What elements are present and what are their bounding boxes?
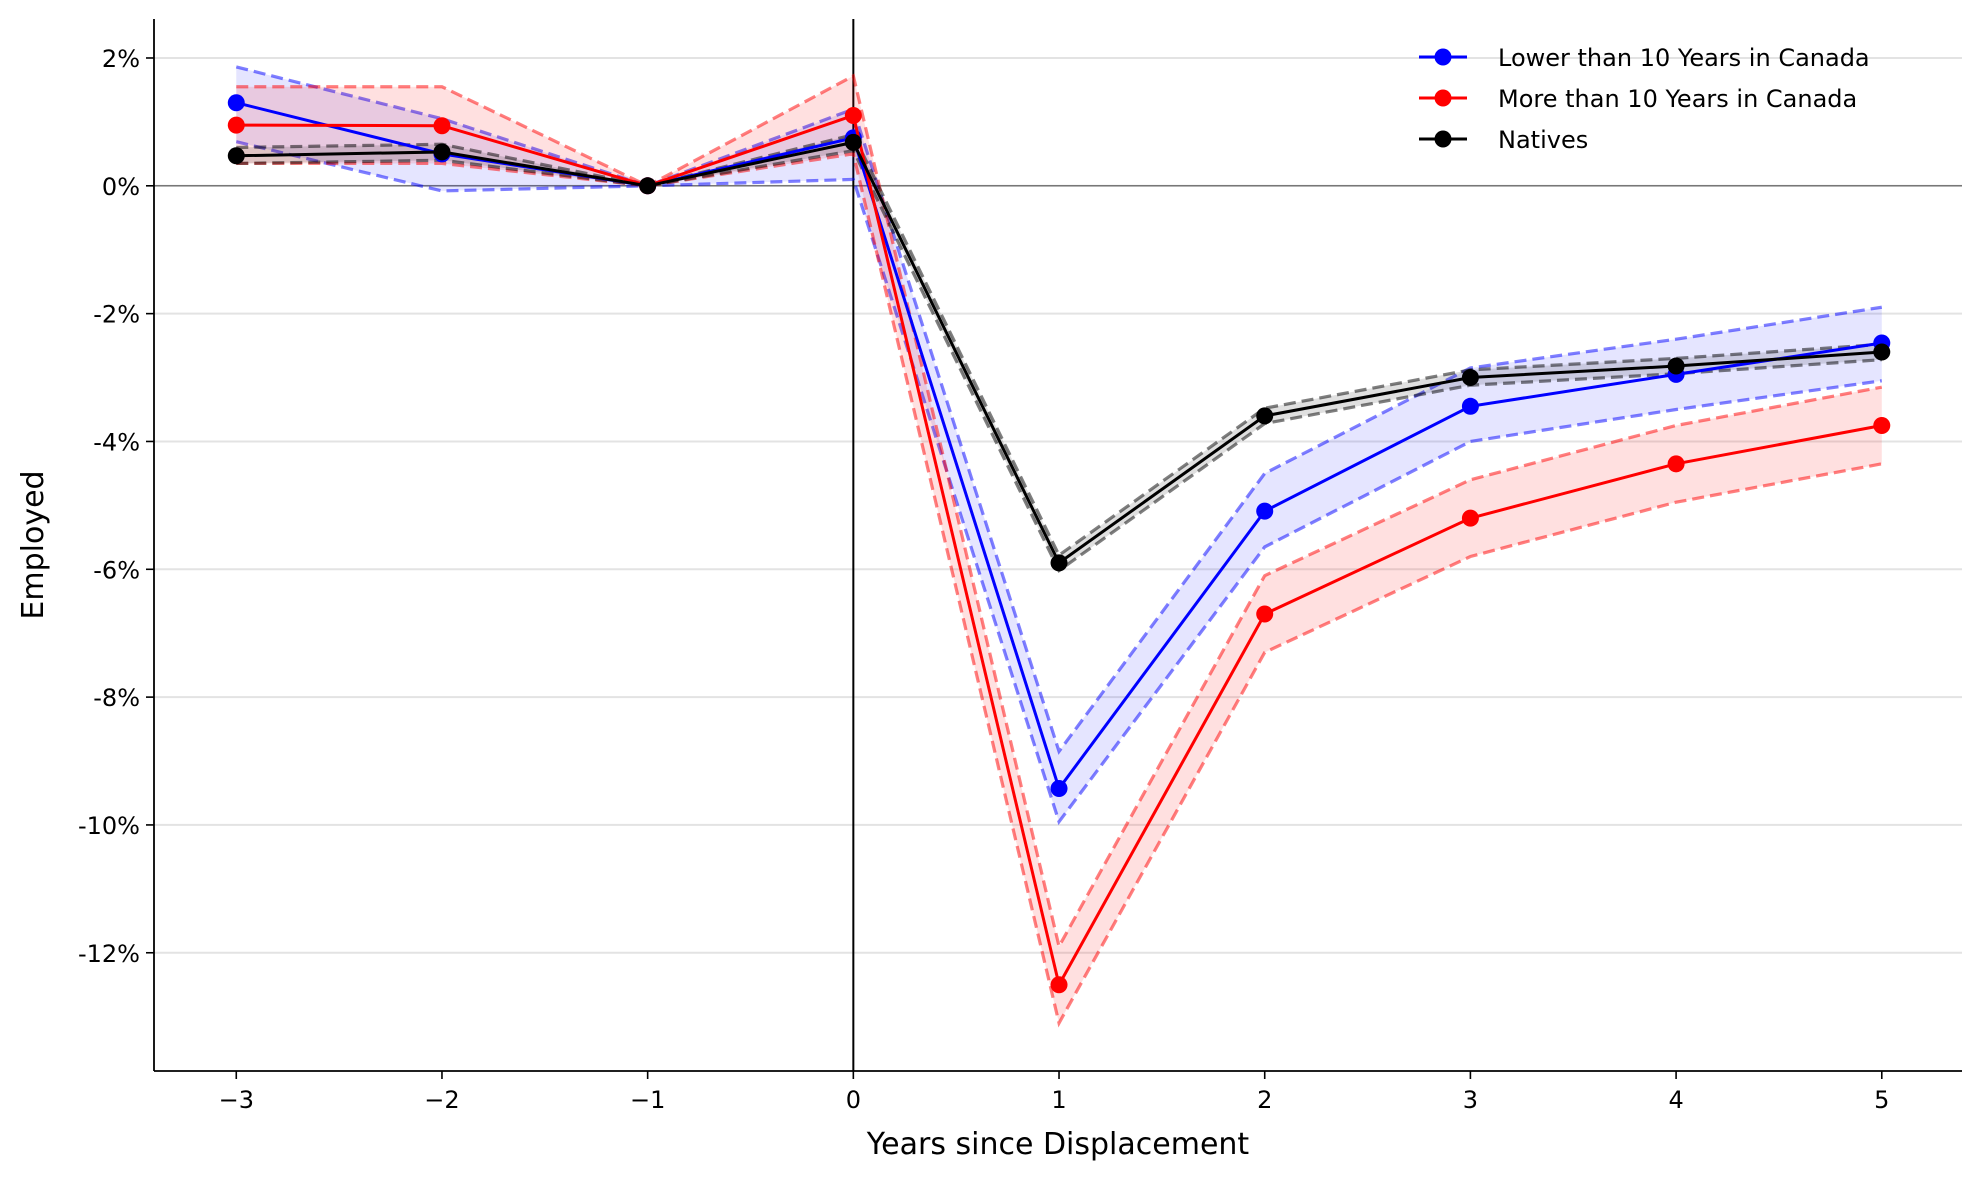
data-point [433, 143, 451, 161]
data-point [227, 116, 245, 134]
reference-lines [154, 19, 1962, 1071]
legend-swatch-marker [1434, 89, 1452, 107]
data-point [844, 133, 862, 151]
series-lines [227, 94, 1891, 994]
confidence-bands [235, 65, 1883, 1028]
y-tick-label: -6% [93, 556, 140, 584]
data-point [639, 177, 657, 195]
y-tick-label: -4% [93, 428, 140, 456]
x-tick-label: 0 [846, 1086, 861, 1114]
data-point [1256, 407, 1274, 425]
data-point [1050, 780, 1068, 798]
x-tick-label: 3 [1463, 1086, 1478, 1114]
ci-upper-line [235, 65, 1883, 755]
data-point [1461, 369, 1479, 387]
data-point [1050, 554, 1068, 572]
legend-swatch-marker [1434, 48, 1452, 66]
x-tick-label: 2 [1257, 1086, 1272, 1114]
ci-lower-line [236, 152, 1883, 1028]
legend-label: More than 10 Years in Canada [1498, 85, 1857, 113]
data-point [1667, 455, 1685, 473]
data-point [1873, 416, 1891, 434]
data-point [1461, 397, 1479, 415]
y-tick-label: 0% [102, 173, 140, 201]
x-tick-label: 1 [1051, 1086, 1066, 1114]
grid [154, 56, 1962, 954]
legend-swatch-marker [1434, 130, 1452, 148]
legend: Lower than 10 Years in Canada More than 1… [1419, 44, 1870, 154]
data-point [227, 94, 245, 112]
y-axis-label: Employed [16, 470, 51, 619]
y-tick-label: 2% [102, 45, 140, 73]
ci-upper-line [236, 132, 1882, 558]
data-point [1256, 605, 1274, 623]
data-point [1050, 976, 1068, 994]
ci-lower-line [235, 140, 1883, 826]
x-tick-label: −2 [424, 1086, 459, 1114]
x-axis-label: Years since Displacement [866, 1127, 1250, 1162]
data-point [227, 147, 245, 165]
y-tick-label: -12% [78, 940, 140, 968]
data-point [1873, 343, 1891, 361]
data-point [1667, 357, 1685, 375]
data-point [1256, 502, 1274, 520]
x-tick-label: −3 [219, 1086, 254, 1114]
ci-upper-line [236, 73, 1883, 951]
legend-label: Natives [1498, 126, 1588, 154]
data-point [433, 117, 451, 135]
data-point [1461, 509, 1479, 527]
x-tick-label: −1 [630, 1086, 665, 1114]
y-tick-label: -10% [78, 812, 140, 840]
series-line [236, 113, 1883, 989]
data-point [844, 107, 862, 125]
ci-band [236, 75, 1882, 1024]
legend-label: Lower than 10 Years in Canada [1498, 44, 1870, 72]
y-tick-label: -8% [93, 684, 140, 712]
y-tick-label: -2% [93, 301, 140, 329]
x-tick-label: 5 [1874, 1086, 1889, 1114]
axes: 2% 0% -2% -4% -6% -8% -10% -12% −3 −2 −1 0 1 2 3 4 5 [78, 19, 1962, 1114]
x-tick-label: 4 [1668, 1086, 1683, 1114]
